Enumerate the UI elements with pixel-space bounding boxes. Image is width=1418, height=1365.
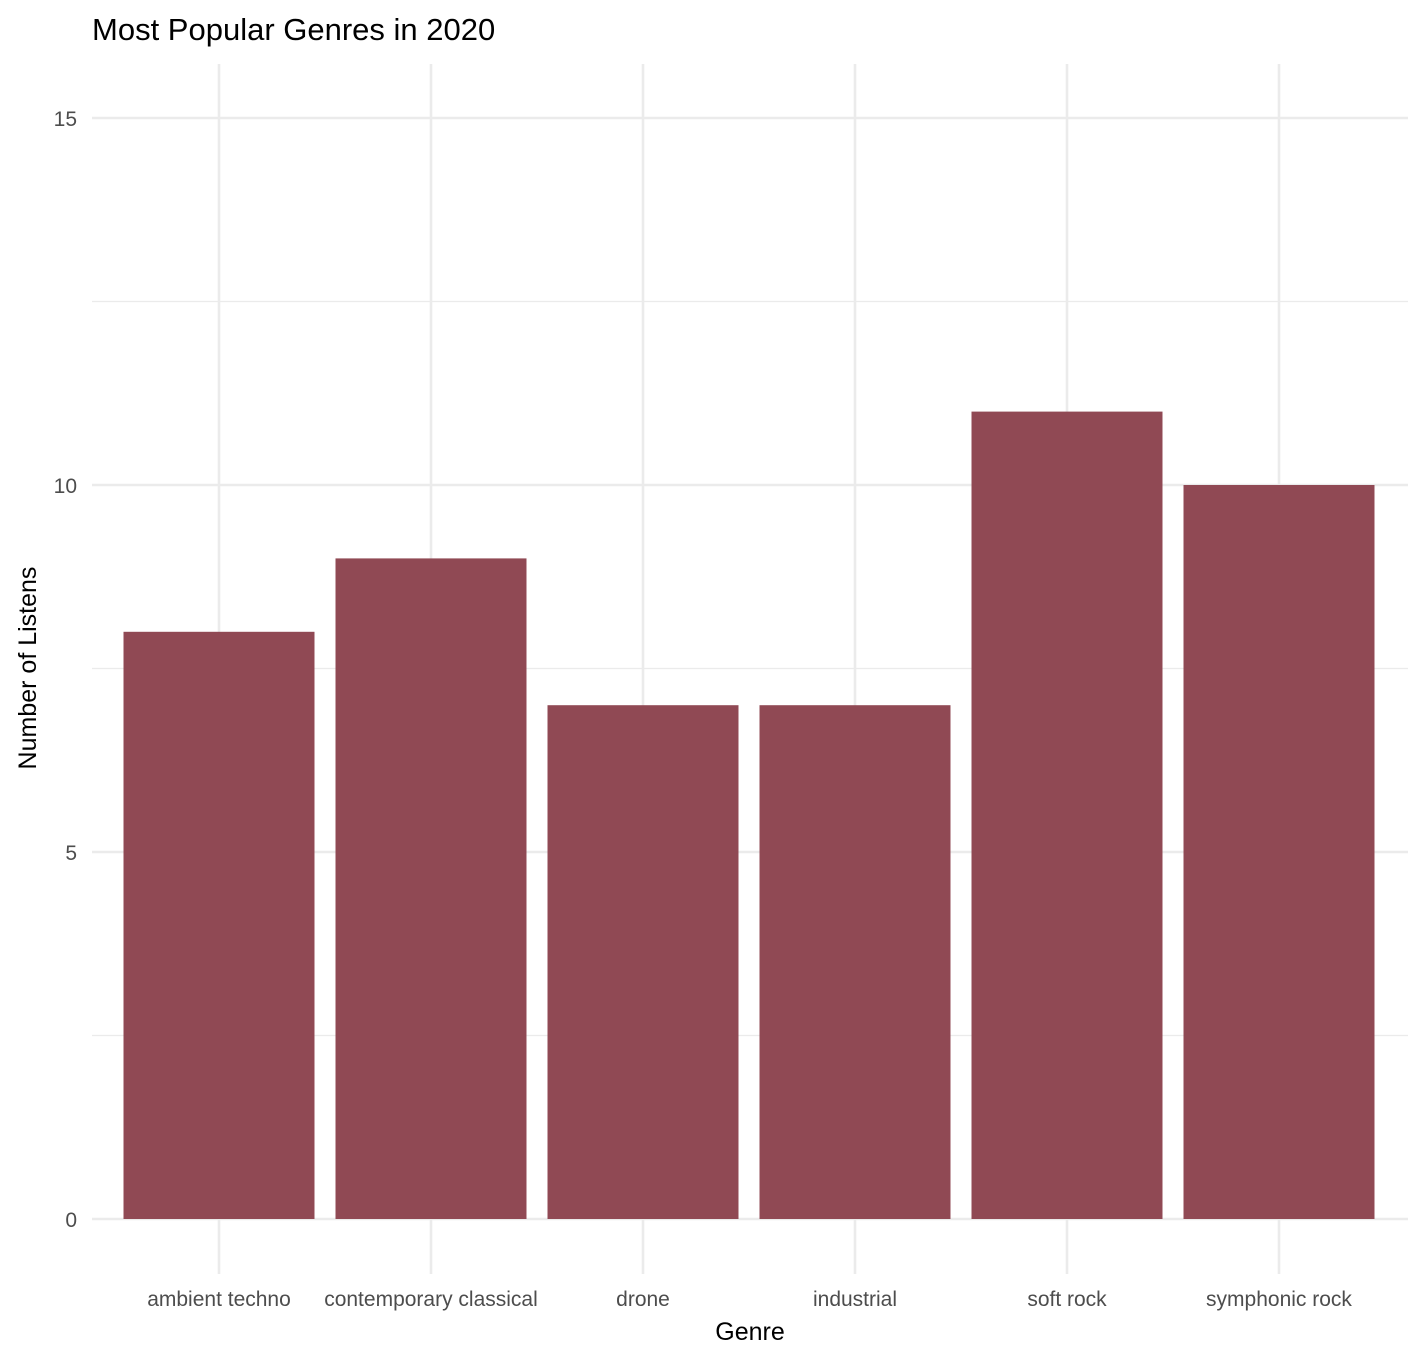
bar xyxy=(335,558,527,1219)
x-axis-title: Genre xyxy=(715,1318,784,1346)
x-tick-label: ambient techno xyxy=(147,1288,291,1311)
bar xyxy=(971,411,1163,1220)
chart-title: Most Popular Genres in 2020 xyxy=(92,12,495,47)
y-axis-title: Number of Listens xyxy=(14,567,42,770)
bar xyxy=(1183,485,1375,1219)
x-tick-label: symphonic rock xyxy=(1206,1288,1352,1311)
x-tick-label: drone xyxy=(616,1288,670,1311)
y-tick-label: 15 xyxy=(54,108,77,131)
bar xyxy=(123,631,315,1219)
bars-layer xyxy=(123,411,1375,1220)
x-tick-label: soft rock xyxy=(1027,1288,1107,1311)
y-tick-labels: 0 5 10 15 xyxy=(54,108,77,1232)
y-tick-label: 0 xyxy=(65,1209,77,1232)
x-tick-label: contemporary classical xyxy=(324,1288,538,1311)
y-tick-label: 10 xyxy=(54,475,77,498)
bar xyxy=(759,705,951,1219)
x-tick-labels: ambient techno contemporary classical dron… xyxy=(147,1288,1352,1311)
x-tick-label: industrial xyxy=(813,1288,897,1311)
y-tick-label: 5 xyxy=(65,842,77,865)
bar xyxy=(547,705,739,1219)
